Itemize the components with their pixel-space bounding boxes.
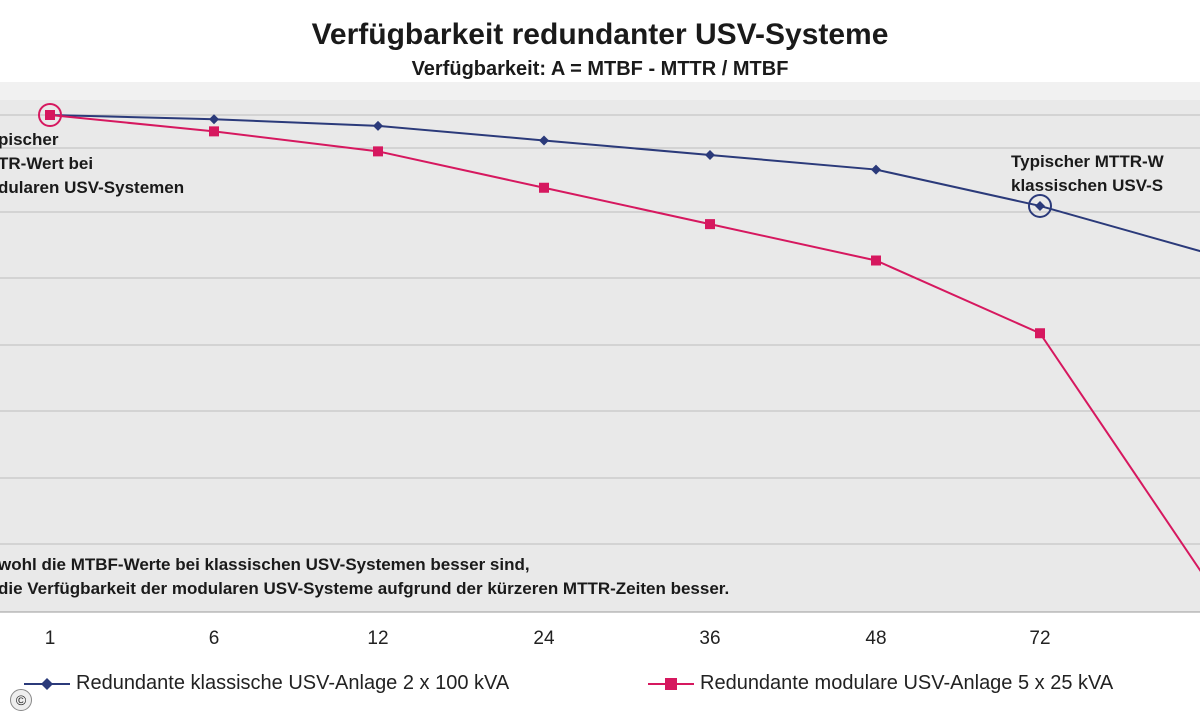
data-point: [871, 255, 881, 266]
x-tick-label: 72: [1029, 628, 1050, 649]
data-point: [373, 120, 383, 131]
legend-label-modular: Redundante modulare USV-Anlage 5 x 25 kV…: [700, 672, 1114, 694]
annotation-modular-mttr: pischer TR-Wert bei dularen USV-Systemen: [0, 130, 185, 197]
data-point: [373, 146, 383, 157]
series-line-0: [49, 114, 1200, 253]
series-line-1: [49, 114, 1200, 572]
legend-item-classic: Redundante klassische USV-Anlage 2 x 100…: [24, 672, 509, 695]
x-tick-label: 6: [209, 628, 220, 649]
legend-item-modular: Redundante modulare USV-Anlage 5 x 25 kV…: [648, 672, 1113, 695]
data-point: [705, 219, 715, 230]
data-point: [209, 114, 219, 125]
data-point: [1035, 200, 1045, 211]
data-point: [1035, 328, 1045, 339]
x-tick-label: 1: [45, 628, 56, 649]
data-point: [45, 110, 55, 120]
data-point: [209, 126, 219, 137]
x-tick-label: 12: [367, 628, 388, 649]
data-point: [871, 164, 881, 175]
plot-area: [0, 82, 1200, 612]
data-point: [705, 150, 715, 161]
plot-top-band: [0, 82, 1200, 100]
x-tick-label: 36: [699, 628, 720, 649]
chart-subtitle: Verfügbarkeit: A = MTBF - MTTR / MTBF: [411, 58, 789, 80]
chart-title: Verfügbarkeit redundanter USV-Systeme: [311, 18, 889, 51]
data-point: [539, 182, 549, 193]
legend-swatch-classic: [24, 677, 70, 690]
annotation-conclusion: wohl die MTBF-Werte bei klassischen USV-…: [0, 555, 730, 598]
legend-label-classic: Redundante klassische USV-Anlage 2 x 100…: [76, 672, 510, 694]
highlight-circle-modular: [38, 103, 62, 127]
highlight-circle-classic: [1028, 193, 1052, 218]
legend-swatch-modular: [648, 677, 694, 690]
annotation-classic-mttr: Typischer MTTR-W klassischen USV-S: [1011, 152, 1164, 195]
x-tick-label: 24: [533, 628, 555, 649]
data-point: [539, 135, 549, 146]
copyright-icon: ©: [10, 689, 32, 711]
x-tick-label: 48: [865, 628, 886, 649]
